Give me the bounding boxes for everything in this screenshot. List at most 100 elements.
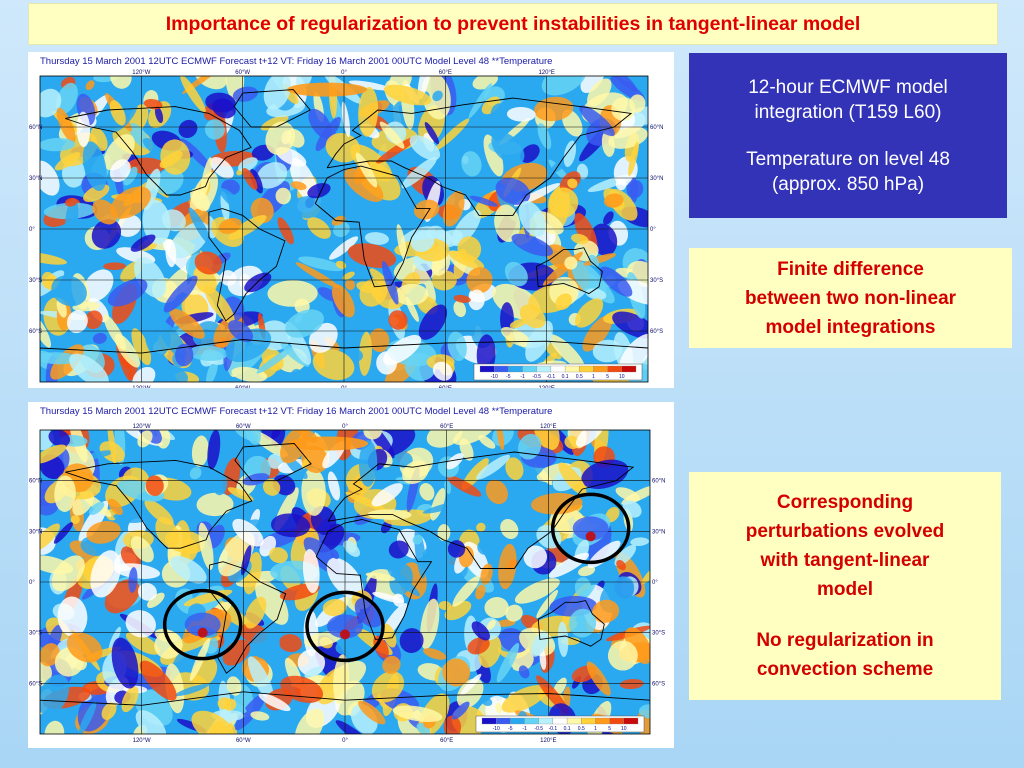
lat-tick-label: 30°N — [29, 529, 42, 535]
legend-swatch — [552, 717, 568, 725]
instability-highlight-circle — [162, 588, 243, 661]
color-legend: -10 -5 -1 -0.5 -0.1 0.1 0.5 1 5 10 — [473, 363, 643, 381]
legend-swatch — [593, 365, 608, 373]
legend-tick-label: -0.5 — [534, 726, 543, 732]
legend-tick-label: 0.1 — [564, 726, 571, 732]
legend-tick-label: -10 — [493, 726, 500, 732]
info-line: (approx. 850 hPa) — [771, 173, 925, 195]
tl-line: Corresponding — [776, 492, 914, 513]
legend-swatch — [621, 365, 637, 373]
legend-swatch — [479, 365, 495, 373]
legend-swatch — [538, 717, 554, 725]
legend-swatch — [566, 717, 582, 725]
lat-tick-label: 0° — [652, 580, 658, 586]
lat-tick-label: 30°S — [29, 278, 42, 284]
legend-tick-label: 5 — [606, 374, 609, 380]
finite-line: Finite difference — [777, 258, 924, 280]
lat-tick-label: 0° — [29, 580, 35, 586]
map-panel-top: 120°W 120°W 60°W 60°W 0° 0° 60°E 60°E 120°E 120°E… — [28, 52, 674, 388]
legend-swatch — [607, 365, 622, 373]
slide-title: Importance of regularization to prevent … — [165, 12, 861, 35]
legend-swatch — [508, 365, 523, 373]
lat-tick-label: 30°S — [650, 278, 663, 284]
lon-tick-label: 120°W — [133, 424, 151, 430]
lon-tick-label: 60°E — [439, 70, 452, 76]
lon-tick-label: 120°W — [133, 738, 151, 744]
tl-line: with tangent-linear — [760, 550, 930, 571]
lat-tick-label: 30°N — [650, 176, 663, 182]
map-header-top: Thursday 15 March 2001 12UTC ECMWF Forec… — [40, 56, 553, 67]
legend-tick-label: 5 — [608, 726, 611, 732]
legend-tick-label: -5 — [506, 374, 511, 380]
graticule — [39, 75, 649, 383]
map-field — [39, 429, 651, 735]
lon-tick-label: 120°E — [538, 386, 554, 388]
lat-tick-label: 60°S — [652, 681, 665, 687]
coastlines — [39, 89, 649, 354]
lon-tick-label: 0° — [341, 70, 347, 76]
lon-tick-label: 60°W — [236, 738, 251, 744]
model-info-box: 12-hour ECMWF model integration (T159 L6… — [689, 53, 1007, 218]
legend-swatch — [524, 717, 539, 725]
lat-tick-label: 60°N — [29, 125, 42, 131]
lat-tick-label: 0° — [29, 227, 35, 233]
lat-tick-label: 30°N — [652, 529, 665, 535]
legend-tick-label: 0.5 — [578, 726, 585, 732]
tangent-linear-box: Corresponding perturbations evolved with… — [689, 472, 1001, 700]
legend-tick-label: -1 — [520, 374, 525, 380]
legend-tick-label: -0.1 — [547, 374, 556, 380]
map-header-bottom: Thursday 15 March 2001 12UTC ECMWF Forec… — [40, 406, 553, 417]
lat-tick-label: 60°N — [652, 479, 665, 485]
lon-tick-label: 60°E — [440, 738, 453, 744]
lat-tick-label: 30°S — [652, 631, 665, 637]
legend-tick-label: 0.5 — [576, 374, 583, 380]
legend-swatch — [579, 365, 594, 373]
legend-swatch — [609, 717, 624, 725]
legend-tick-label: -0.1 — [549, 726, 558, 732]
lat-tick-label: 60°S — [650, 329, 663, 335]
lon-tick-label: 0° — [341, 386, 347, 388]
slide-title-bar: Importance of regularization to prevent … — [28, 3, 998, 45]
temperature-map-bottom: 120°W 120°W 60°W 60°W 0° 0° 60°E 60°E 120°E 120°E… — [29, 424, 665, 744]
legend-swatch — [550, 365, 566, 373]
legend-tick-label: 10 — [621, 726, 627, 732]
lon-tick-label: 120°E — [540, 424, 556, 430]
tl-line: model — [817, 579, 873, 600]
lat-tick-label: 60°S — [29, 681, 42, 687]
lon-tick-label: 60°W — [235, 386, 250, 388]
lon-tick-label: 120°W — [132, 386, 150, 388]
lon-tick-label: 0° — [342, 424, 348, 430]
legend-swatch — [510, 717, 525, 725]
lat-tick-label: 60°N — [650, 125, 663, 131]
lon-tick-label: 0° — [342, 738, 348, 744]
graticule — [39, 429, 651, 735]
legend-tick-label: 1 — [592, 374, 595, 380]
legend-tick-label: 1 — [594, 726, 597, 732]
lat-tick-label: 0° — [650, 227, 656, 233]
lat-tick-label: 30°N — [29, 176, 42, 182]
legend-tick-label: 0.1 — [562, 374, 569, 380]
legend-swatch — [536, 365, 552, 373]
lat-tick-label: 30°S — [29, 631, 42, 637]
map-panel-bottom: 120°W 120°W 60°W 60°W 0° 0° 60°E 60°E 120°E 120°E… — [28, 402, 674, 748]
lon-tick-label: 60°E — [439, 386, 452, 388]
lon-tick-label: 60°W — [235, 70, 250, 76]
legend-tick-label: -10 — [491, 374, 498, 380]
legend-swatch — [522, 365, 537, 373]
finite-line: model integrations — [765, 316, 936, 338]
finite-difference-box: Finite difference between two non-linear… — [689, 248, 1012, 348]
legend-tick-label: -5 — [508, 726, 513, 732]
tl-line: convection scheme — [756, 659, 934, 680]
color-legend: -10 -5 -1 -0.5 -0.1 0.1 0.5 1 5 10 — [475, 715, 645, 733]
legend-swatch — [623, 717, 639, 725]
instability-highlight-circle — [305, 590, 385, 663]
instability-highlight-circle — [550, 492, 631, 565]
legend-swatch — [494, 365, 509, 373]
lat-tick-label: 60°S — [29, 329, 42, 335]
info-line: Temperature on level 48 — [746, 148, 950, 170]
legend-swatch — [496, 717, 511, 725]
legend-swatch — [595, 717, 610, 725]
finite-line: between two non-linear — [744, 287, 957, 309]
lat-tick-label: 60°N — [29, 479, 42, 485]
legend-tick-label: -1 — [522, 726, 527, 732]
